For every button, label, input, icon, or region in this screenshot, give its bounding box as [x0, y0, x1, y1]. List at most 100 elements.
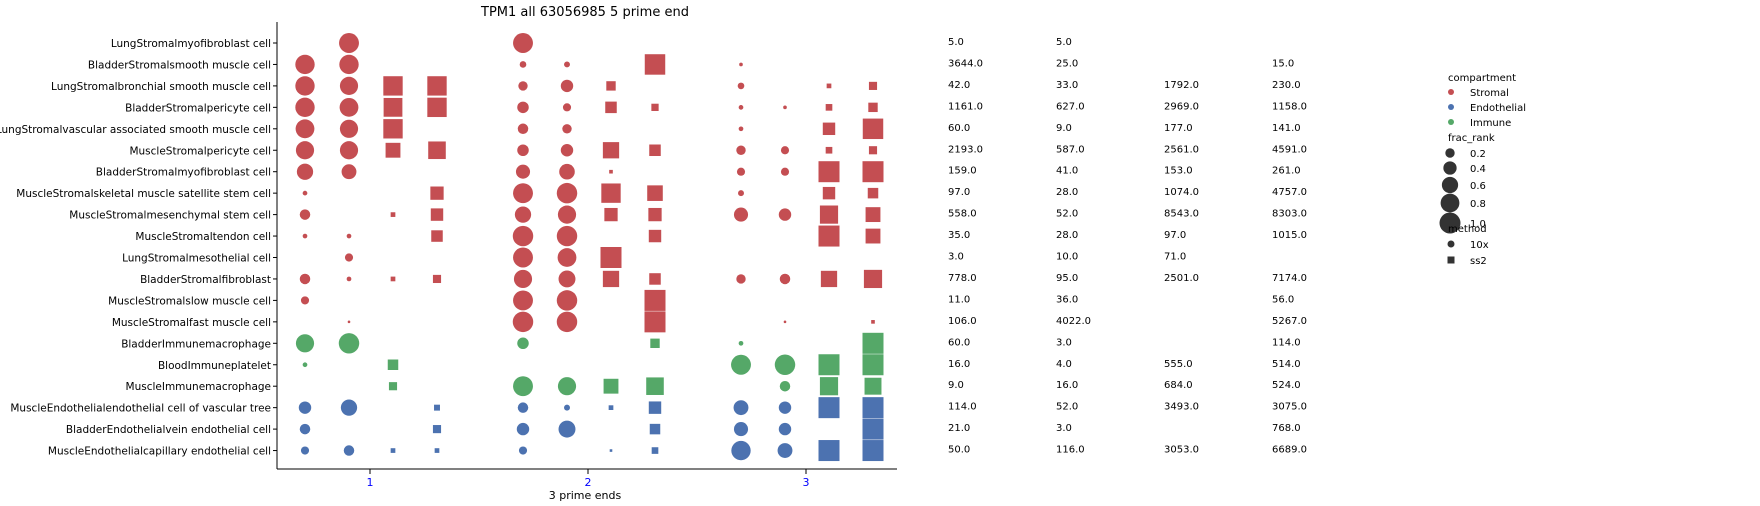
dot-mark — [564, 404, 570, 411]
dot-mark — [512, 225, 534, 247]
dot-mark — [302, 233, 308, 239]
square-mark — [385, 142, 401, 158]
square-mark — [388, 382, 398, 391]
square-mark — [865, 228, 881, 244]
dot-mark — [731, 354, 751, 375]
square-mark — [383, 119, 403, 139]
square-mark — [820, 270, 838, 288]
y-tick-label: LungStromalvascular associated smooth mu… — [0, 124, 271, 136]
legend-label: Stromal — [1470, 88, 1509, 99]
legend-swatch — [1448, 89, 1454, 95]
y-tick-label: LungStromalmesothelial cell — [122, 253, 271, 265]
square-mark — [862, 397, 884, 419]
square-mark — [609, 169, 613, 174]
dot-mark — [736, 274, 746, 284]
legend-label: 0.8 — [1470, 199, 1486, 210]
square-mark — [868, 146, 878, 155]
square-mark — [644, 289, 666, 311]
table-cell: 2501.0 — [1164, 273, 1199, 284]
axes — [276, 22, 897, 470]
dot-mark — [560, 144, 574, 157]
dot-mark — [300, 446, 310, 455]
square-mark — [430, 208, 444, 221]
table-cell: 2969.0 — [1164, 101, 1199, 112]
dot-mark — [299, 423, 311, 435]
table-cell: 5.0 — [948, 37, 964, 48]
legend-size-marker — [1441, 176, 1459, 194]
square-mark — [644, 54, 666, 75]
dot-mark — [513, 269, 533, 289]
dot-mark — [779, 380, 791, 392]
square-mark — [602, 270, 620, 288]
table-cell: 16.0 — [948, 359, 970, 370]
table-cell: 33.0 — [1056, 80, 1078, 91]
dot-mark — [733, 422, 749, 437]
square-mark — [604, 207, 618, 222]
square-mark — [822, 186, 836, 200]
table-cell: 36.0 — [1056, 294, 1078, 305]
square-mark — [383, 97, 403, 117]
dot-mark — [339, 119, 359, 138]
table-cell: 2193.0 — [948, 144, 983, 155]
table-cell: 116.0 — [1056, 445, 1085, 456]
table-cell: 4591.0 — [1272, 144, 1307, 155]
table-cell: 10.0 — [1056, 252, 1078, 263]
dot-mark — [737, 82, 745, 90]
dot-mark — [518, 446, 528, 455]
dot-mark — [295, 97, 315, 118]
table-cell: 3493.0 — [1164, 402, 1199, 413]
dot-mark — [556, 290, 578, 311]
table-cell: 1161.0 — [948, 101, 983, 112]
square-mark — [862, 440, 884, 462]
table-cell: 3.0 — [948, 252, 964, 263]
dot-mark — [295, 119, 315, 139]
dot-mark — [516, 422, 530, 436]
y-tick-label: MuscleImmunemacrophage — [126, 381, 271, 393]
square-mark — [865, 207, 881, 223]
table-cell: 9.0 — [1056, 123, 1072, 134]
y-tick-label: MuscleStromalmesenchymal stem cell — [69, 210, 271, 222]
square-mark — [862, 354, 884, 376]
dot-mark — [774, 354, 796, 375]
x-tick-label: 1 — [367, 476, 374, 489]
dot-mark — [295, 76, 315, 96]
square-mark — [434, 404, 440, 411]
table-cell: 1158.0 — [1272, 101, 1307, 112]
dot-mark — [346, 276, 352, 282]
table-cell: 4757.0 — [1272, 187, 1307, 198]
table-cell: 71.0 — [1164, 252, 1186, 263]
dot-mark — [739, 62, 743, 67]
dot-mark — [562, 124, 572, 134]
dot-mark — [778, 422, 792, 436]
square-mark — [387, 359, 399, 370]
dot-mark — [339, 141, 359, 160]
dot-mark — [517, 337, 529, 350]
table-cell: 230.0 — [1272, 80, 1301, 91]
table-cell: 9.0 — [948, 380, 964, 391]
dot-mark — [339, 33, 359, 53]
square-mark — [609, 449, 613, 452]
square-mark — [647, 185, 663, 201]
square-mark — [432, 425, 442, 434]
table-cell: 60.0 — [948, 123, 970, 134]
table-cell: 558.0 — [948, 209, 977, 220]
table-cell: 97.0 — [948, 187, 970, 198]
legend-size-marker — [1443, 161, 1457, 175]
square-mark — [818, 440, 840, 462]
square-mark — [600, 247, 622, 268]
square-mark — [862, 118, 884, 140]
table-cell: 42.0 — [948, 80, 970, 91]
dot-mark — [512, 311, 534, 333]
dot-mark — [733, 400, 749, 416]
dot-mark — [559, 163, 575, 180]
table-cell: 524.0 — [1272, 380, 1301, 391]
dot-mark — [340, 399, 358, 416]
dot-mark — [295, 334, 315, 353]
table-cell: 555.0 — [1164, 359, 1193, 370]
y-tick-label: MuscleStromalslow muscle cell — [108, 295, 271, 307]
table-cell: 261.0 — [1272, 166, 1301, 177]
x-axis-ticks: 1 2 3 — [367, 469, 810, 489]
legend-size-marker — [1439, 212, 1461, 234]
table-cell: 41.0 — [1056, 166, 1078, 177]
legend-label: 1.0 — [1470, 219, 1486, 230]
